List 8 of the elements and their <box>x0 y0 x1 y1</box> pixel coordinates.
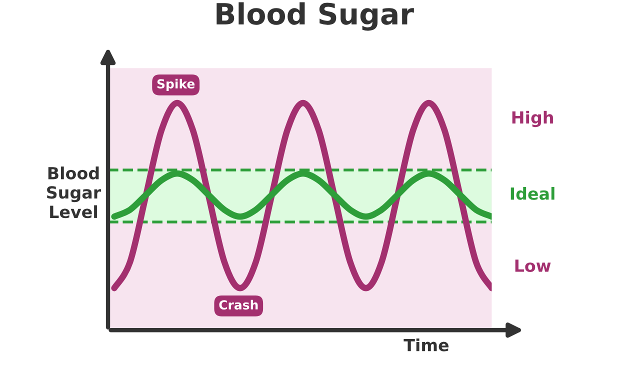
annotation: Crash <box>219 300 258 310</box>
chart-title: Blood Sugar <box>216 2 414 31</box>
text: High <box>512 110 553 128</box>
text: Ideal <box>510 187 554 200</box>
text: Low <box>515 260 551 272</box>
text: Spike <box>157 78 195 91</box>
y-axis-title: Blood Sugar Level <box>47 166 102 218</box>
x-axis-title: Time <box>404 338 449 352</box>
